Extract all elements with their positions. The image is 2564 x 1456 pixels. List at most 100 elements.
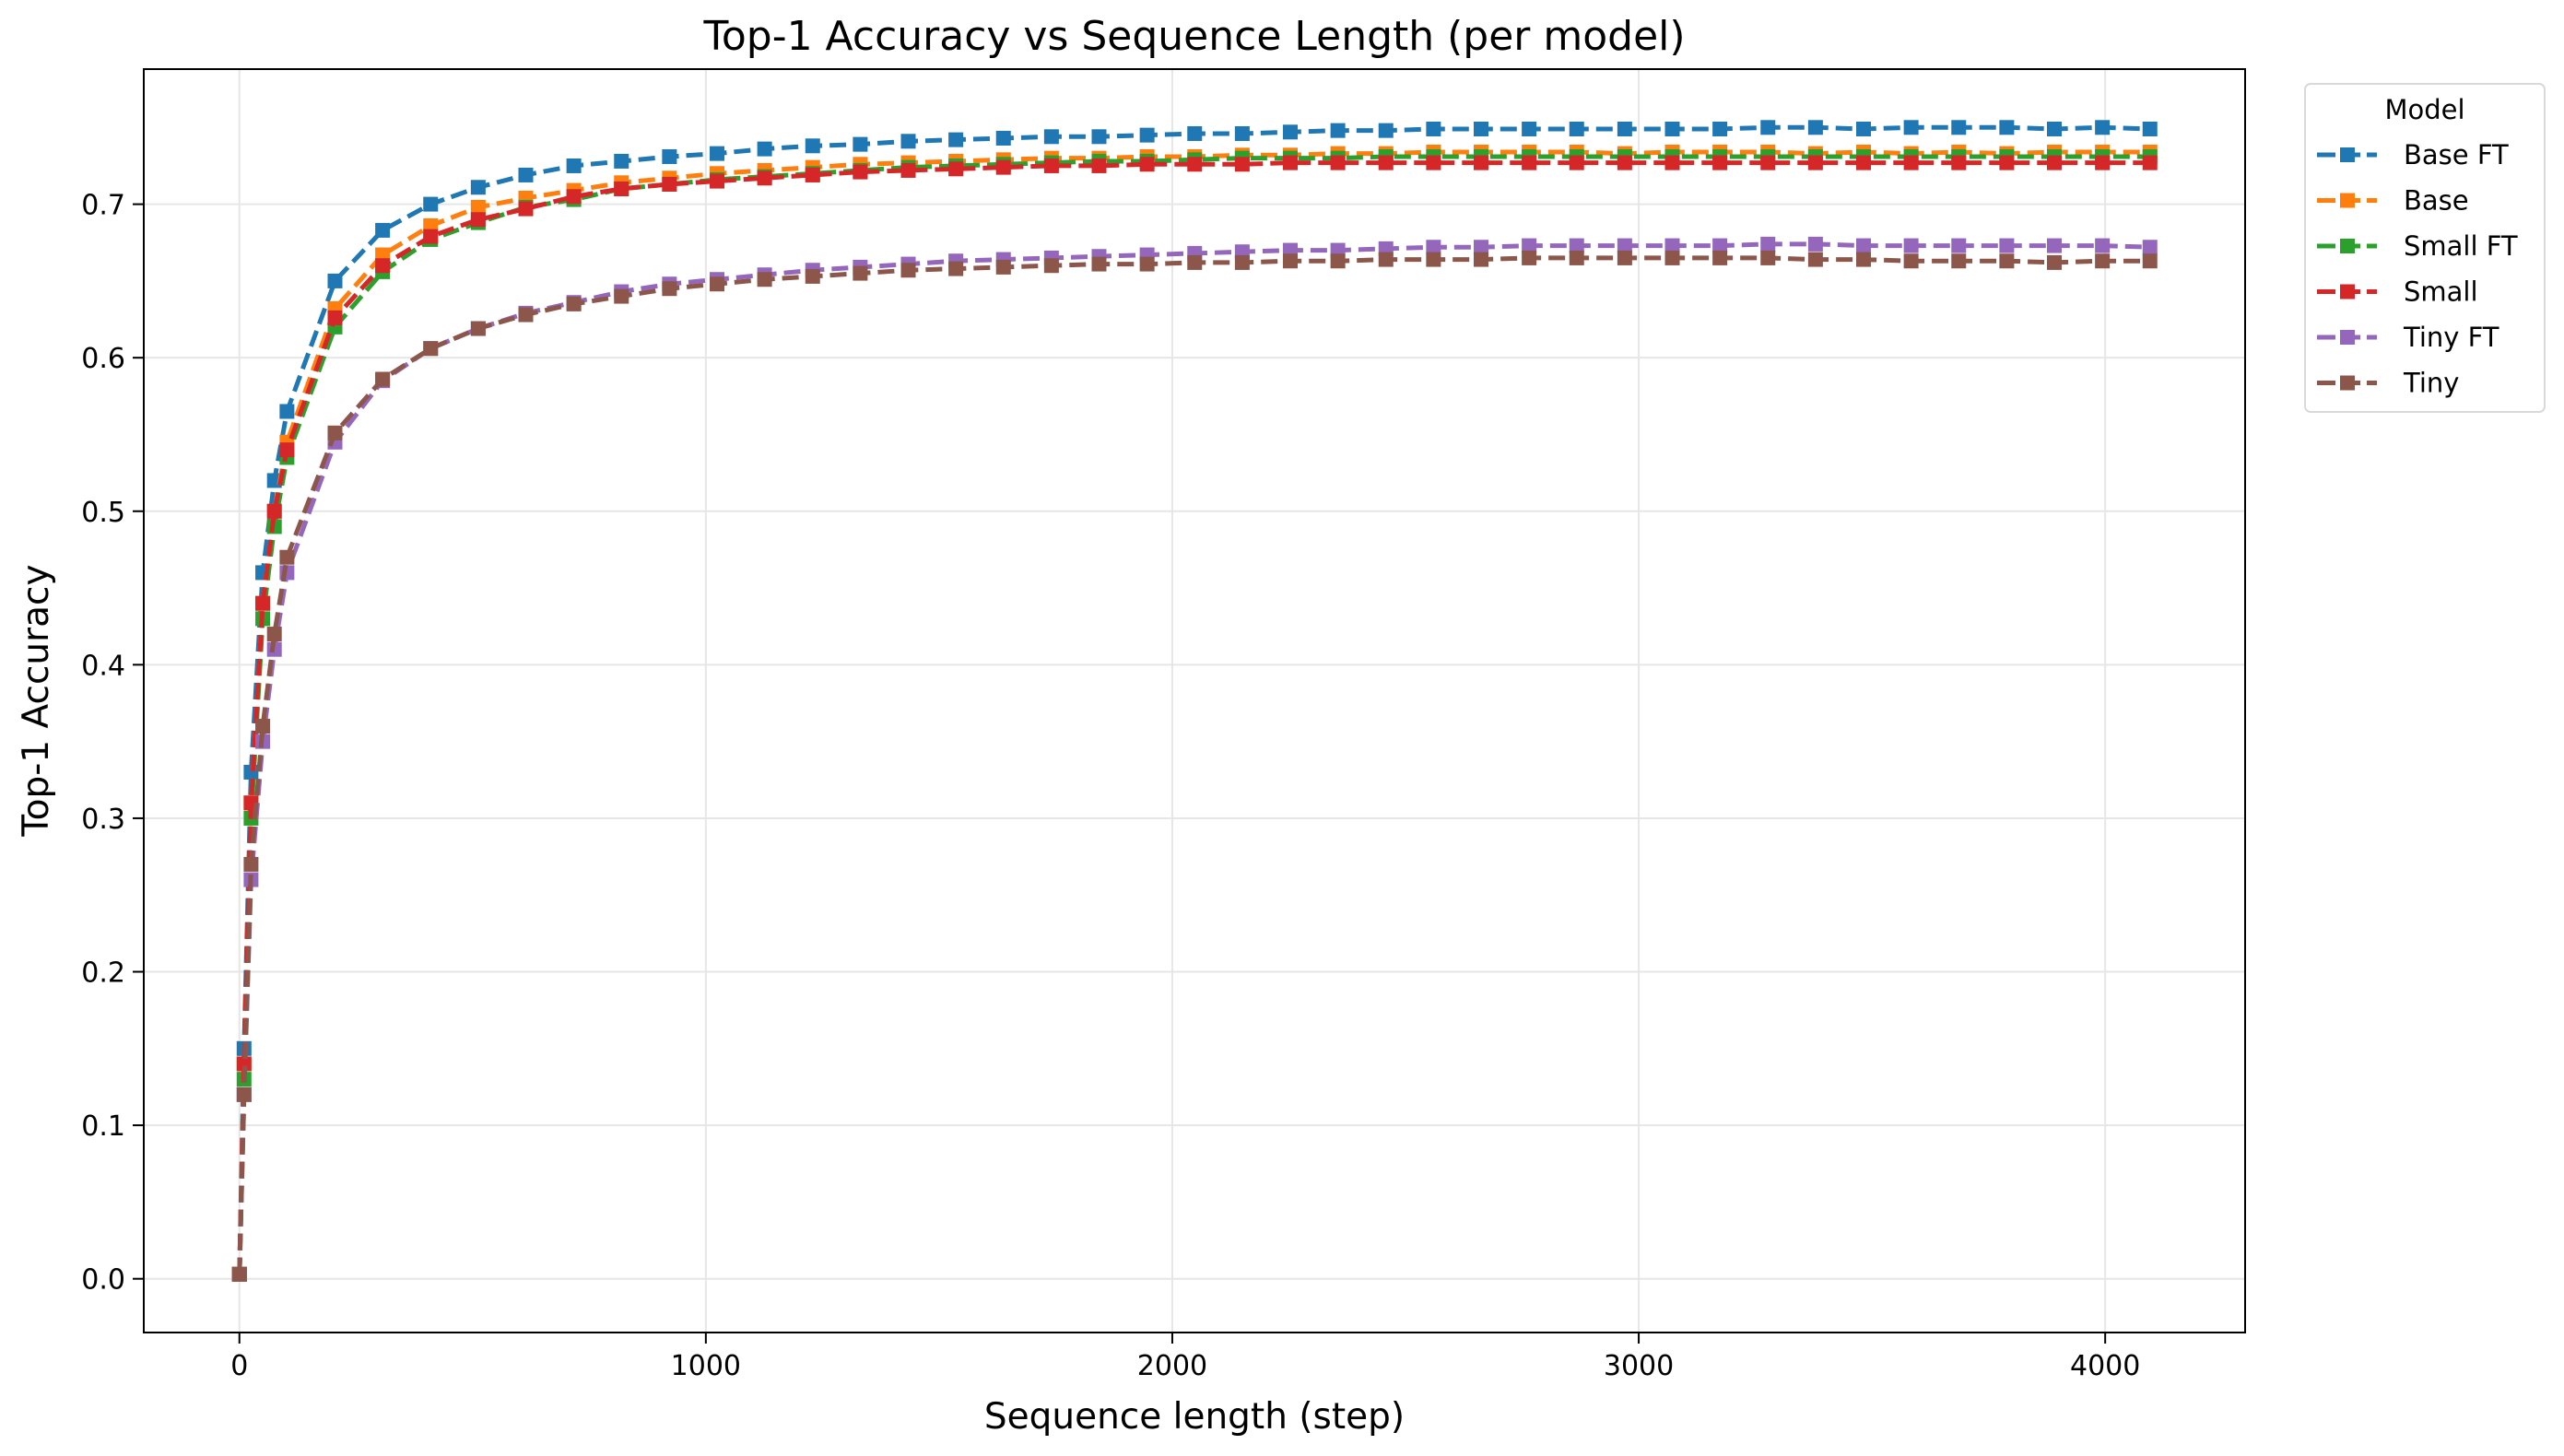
series-line-tiny-ft xyxy=(237,241,2150,1274)
data-point-small xyxy=(1569,155,1584,170)
data-point-tiny-ft xyxy=(1807,236,1823,252)
series-small xyxy=(231,155,2158,1282)
data-point-base-ft xyxy=(518,167,534,182)
legend-box xyxy=(2304,83,2546,413)
data-point-tiny xyxy=(1712,250,1728,265)
data-point-small xyxy=(1856,155,1872,170)
data-point-small xyxy=(1999,155,2015,170)
data-point-tiny-ft xyxy=(2142,240,2158,255)
data-point-small xyxy=(1139,157,1155,172)
data-point-small xyxy=(255,595,271,611)
data-point-tiny xyxy=(236,1086,252,1102)
legend-marker-base xyxy=(2340,193,2355,208)
data-point-tiny xyxy=(948,261,964,276)
data-point-small xyxy=(1951,155,1967,170)
data-point-tiny xyxy=(1903,253,1919,269)
data-point-tiny-ft xyxy=(2047,238,2063,253)
data-point-small xyxy=(1234,157,1250,172)
data-point-tiny-ft xyxy=(1760,236,1776,252)
y-tick-label: 0.7 xyxy=(81,190,125,222)
data-point-small xyxy=(710,173,725,189)
ticks: 0 1000 2000 3000 4000 0.0 0.1 0.2 0.3 0.4 0.5 0.6 0.… xyxy=(81,190,2140,1382)
data-point-tiny xyxy=(518,307,534,323)
data-point-tiny xyxy=(231,1266,247,1282)
data-point-small xyxy=(1712,155,1728,170)
data-point-small xyxy=(236,1056,252,1072)
grid xyxy=(144,69,2245,1333)
data-point-tiny xyxy=(2095,253,2111,269)
data-point-base-ft xyxy=(1091,129,1107,145)
data-point-base-ft xyxy=(423,196,439,212)
data-point-base-ft xyxy=(1522,121,1537,136)
data-point-base-ft xyxy=(279,404,295,419)
series-tiny xyxy=(231,250,2158,1282)
data-point-base-ft xyxy=(566,158,582,173)
data-point-small xyxy=(470,212,486,228)
data-point-base-ft xyxy=(1234,125,1250,141)
data-point-small xyxy=(2047,155,2063,170)
data-point-tiny xyxy=(853,265,868,281)
series-base-ft xyxy=(231,120,2158,1282)
data-point-tiny-ft xyxy=(1951,238,1967,253)
data-point-base-ft xyxy=(1712,121,1728,136)
data-point-tiny xyxy=(2047,254,2063,270)
y-tick-label: 0.6 xyxy=(81,343,125,375)
data-point-tiny xyxy=(470,321,486,336)
data-point-small xyxy=(1378,155,1394,170)
data-point-tiny xyxy=(1856,252,1872,267)
legend-marker-tiny-ft xyxy=(2340,330,2355,345)
legend-label: Base FT xyxy=(2404,139,2509,170)
data-point-tiny xyxy=(1474,252,1489,267)
data-point-base-ft xyxy=(2142,121,2158,136)
data-point-small xyxy=(805,167,820,182)
data-point-tiny xyxy=(1330,253,1346,269)
data-point-small xyxy=(995,159,1011,175)
data-point-small xyxy=(2142,155,2158,170)
y-tick-label: 0.3 xyxy=(81,804,125,836)
legend-label: Tiny xyxy=(2403,368,2459,399)
legend-item-tiny: Tiny xyxy=(2317,368,2459,399)
data-point-tiny-ft xyxy=(1712,238,1728,253)
data-point-tiny-ft xyxy=(2095,238,2111,253)
data-point-small xyxy=(757,170,772,186)
data-point-base-ft xyxy=(1856,121,1872,136)
data-point-base-ft xyxy=(1999,120,2015,135)
data-point-tiny xyxy=(375,371,391,387)
x-tick-label: 1000 xyxy=(671,1350,741,1382)
data-point-base-ft xyxy=(1187,125,1203,141)
data-point-base-ft xyxy=(1283,124,1299,140)
data-point-tiny xyxy=(1807,252,1823,267)
x-tick-label: 2000 xyxy=(1137,1350,1207,1382)
data-point-small xyxy=(1043,158,1059,173)
data-point-base-ft xyxy=(1330,123,1346,138)
data-point-base-ft xyxy=(995,130,1011,146)
series-line-small-ft xyxy=(237,154,2150,1274)
series-line-tiny xyxy=(237,255,2150,1274)
data-point-base-ft xyxy=(948,132,964,147)
legend-label: Small FT xyxy=(2404,230,2518,262)
data-point-tiny xyxy=(1426,252,1441,267)
data-point-tiny-ft xyxy=(1999,238,2015,253)
data-point-tiny xyxy=(1617,250,1632,265)
data-point-base-ft xyxy=(710,146,725,161)
data-point-tiny-ft xyxy=(1569,238,1584,253)
data-point-base-ft xyxy=(1139,127,1155,143)
legend-title: Model xyxy=(2384,94,2464,125)
data-point-small xyxy=(266,503,282,519)
data-point-base-ft xyxy=(1617,121,1632,136)
legend-marker-small xyxy=(2340,284,2355,299)
legend-item-base-ft: Base FT xyxy=(2317,139,2509,170)
data-point-small xyxy=(375,258,391,274)
data-point-base-ft xyxy=(1569,121,1584,136)
data-point-tiny xyxy=(805,268,820,284)
data-point-tiny xyxy=(1760,250,1776,265)
data-point-base-ft xyxy=(2047,121,2063,136)
legend-marker-base-ft xyxy=(2340,147,2355,162)
data-point-base-ft xyxy=(1760,120,1776,135)
data-point-small xyxy=(1617,155,1632,170)
data-point-small xyxy=(423,229,439,244)
data-point-tiny xyxy=(1999,253,2015,269)
x-tick-label: 0 xyxy=(230,1350,248,1382)
data-point-tiny-ft xyxy=(1474,240,1489,255)
